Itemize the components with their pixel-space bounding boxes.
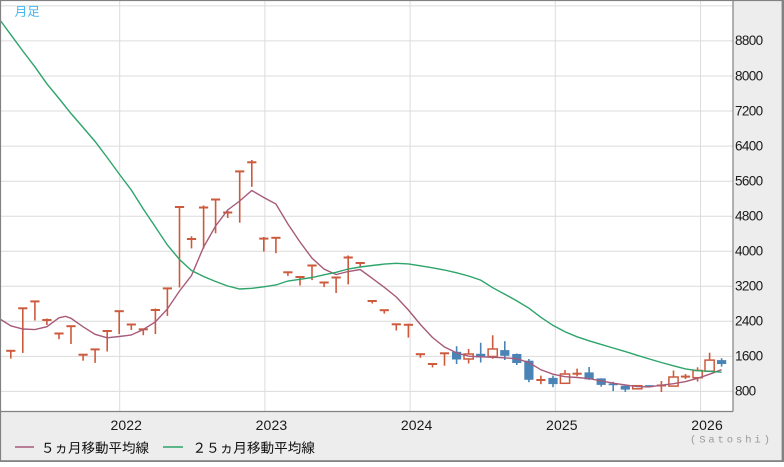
svg-text:4000: 4000 xyxy=(735,244,763,259)
svg-text:2023: 2023 xyxy=(256,417,288,433)
svg-text:3200: 3200 xyxy=(735,279,763,294)
svg-text:4800: 4800 xyxy=(735,209,763,224)
svg-text:2400: 2400 xyxy=(735,314,763,329)
svg-text:2026: 2026 xyxy=(691,417,723,433)
svg-text:7200: 7200 xyxy=(735,103,763,118)
svg-text:2025: 2025 xyxy=(546,417,578,433)
svg-text:800: 800 xyxy=(735,384,756,399)
svg-text:8000: 8000 xyxy=(735,68,763,83)
svg-text:6400: 6400 xyxy=(735,138,763,153)
svg-text:1600: 1600 xyxy=(735,349,763,364)
svg-text:(Satoshi): (Satoshi) xyxy=(690,434,773,446)
svg-text:8800: 8800 xyxy=(735,33,763,48)
svg-text:2022: 2022 xyxy=(110,417,142,433)
svg-text:2024: 2024 xyxy=(401,417,433,433)
svg-text:5600: 5600 xyxy=(735,174,763,189)
